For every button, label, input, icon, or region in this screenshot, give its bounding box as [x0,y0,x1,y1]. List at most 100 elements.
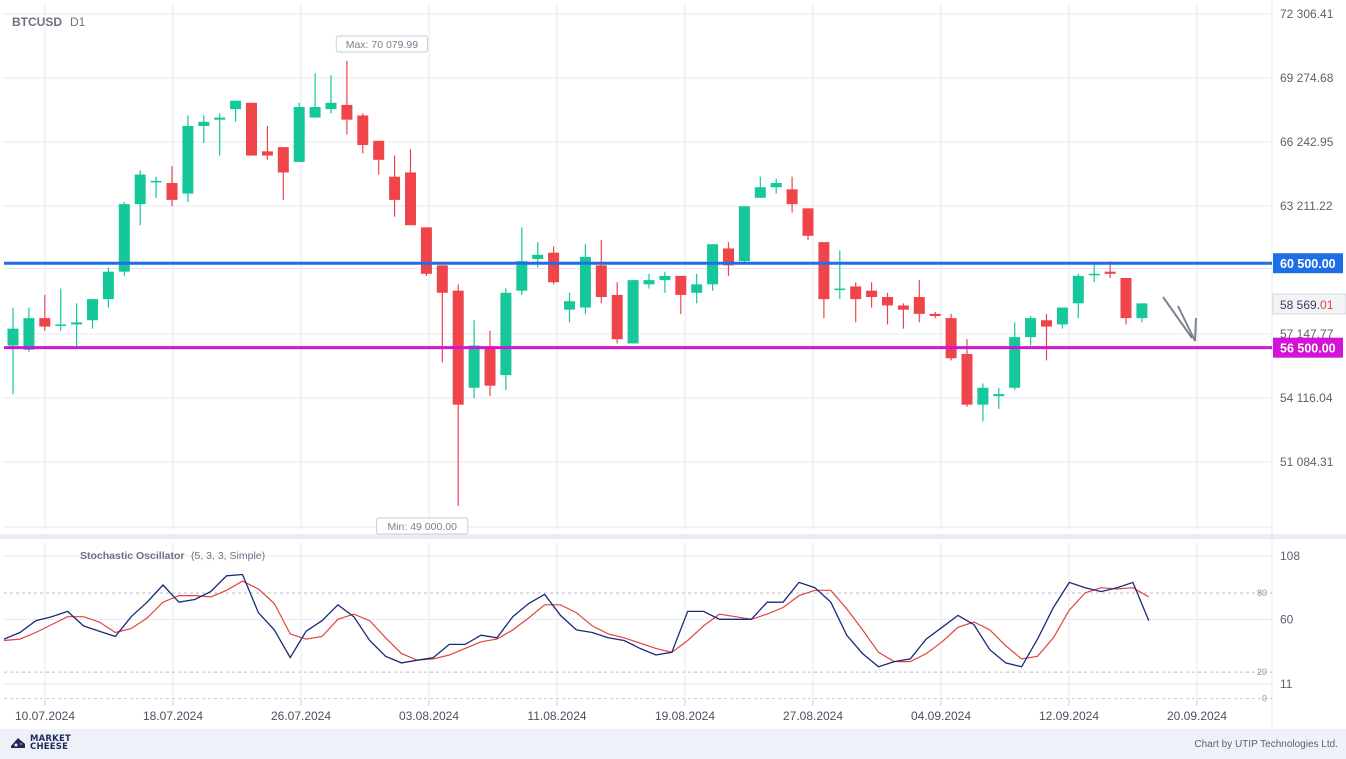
candle[interactable] [754,176,766,198]
candle[interactable] [579,244,591,314]
candle[interactable] [102,267,114,308]
candle[interactable] [850,282,862,323]
chart-canvas[interactable]: BTCUSD D1 Stochastic Oscillator (5, 3, 3… [0,0,1346,730]
resistance-price-tag: 60 500.00 [1273,253,1343,274]
candle[interactable] [118,202,130,276]
candle[interactable] [993,387,1005,409]
candle[interactable] [595,240,607,304]
candle[interactable] [341,60,353,135]
candle[interactable] [309,73,321,118]
candle[interactable] [961,339,973,407]
candle[interactable] [55,288,67,331]
date-tick-label: 27.08.2024 [783,709,843,723]
stochastic-level-label: 80 [1257,588,1267,598]
footer: MARKET CHEESE Chart by UTIP Technologies… [0,729,1346,759]
candle[interactable] [786,176,798,213]
candle[interactable] [293,102,305,162]
date-tick-label: 03.08.2024 [399,709,459,723]
candle[interactable] [738,206,750,264]
svg-text:Max: 70 079.99: Max: 70 079.99 [346,39,419,51]
candle[interactable] [468,320,480,399]
candle[interactable] [214,113,226,156]
candle[interactable] [1009,322,1021,390]
candle[interactable] [389,155,401,217]
candle[interactable] [548,246,560,285]
stochastic-tick-label: 108 [1280,549,1300,563]
candle[interactable] [7,307,19,395]
candle[interactable] [246,102,257,156]
candle[interactable] [1136,303,1148,323]
symbol-label: BTCUSD [12,15,62,29]
candle[interactable] [1088,263,1100,283]
price-tick-label: 54 116.04 [1280,391,1333,405]
candle[interactable] [913,280,925,323]
candle[interactable] [23,307,35,352]
candle[interactable] [834,250,846,300]
candle[interactable] [357,113,369,154]
candle[interactable] [230,100,242,122]
candle[interactable] [707,244,719,291]
candle[interactable] [691,273,703,304]
candle[interactable] [929,311,941,319]
candle[interactable] [134,170,146,226]
candle[interactable] [39,294,51,331]
candle[interactable] [182,115,194,203]
price-tick-label: 66 242.95 [1280,135,1334,149]
candles[interactable] [7,60,1148,506]
candle[interactable] [325,75,337,114]
candle[interactable] [484,330,496,397]
date-tick-label: 18.07.2024 [143,709,203,723]
candle[interactable] [150,176,162,198]
candle[interactable] [1072,273,1084,319]
brand-logo[interactable]: MARKET CHEESE [10,735,71,751]
candle[interactable] [897,303,909,329]
candle[interactable] [627,280,639,344]
candle[interactable] [802,208,814,241]
candle[interactable] [166,166,178,207]
stochastic-k-line[interactable] [3,573,1150,668]
candle[interactable] [659,271,671,293]
stochastic-tick-label: 60 [1280,612,1294,626]
candle[interactable] [882,292,893,325]
candle[interactable] [1120,278,1132,325]
candle[interactable] [516,227,528,295]
candle[interactable] [405,149,416,226]
candle[interactable] [770,178,782,194]
grid [0,0,1346,729]
indicator-name: Stochastic Oscillator [80,550,184,562]
current-price-tag: 58 569.01 [1272,293,1346,315]
stochastic-tick-label: 11 [1280,677,1293,691]
price-tick-label: 57 147.77 [1280,327,1334,341]
candle[interactable] [1025,316,1037,346]
brand-line-1: MARKET [30,734,71,744]
price-tick-label: 69 274.68 [1280,71,1334,85]
price-tick-label: 72 306.41 [1280,7,1334,21]
candle[interactable] [866,282,878,308]
candle[interactable] [611,282,623,344]
candle[interactable] [420,227,432,276]
candle[interactable] [198,115,210,143]
stochastic-d-line[interactable] [3,580,1150,663]
stochastic-panel[interactable] [3,573,1150,668]
annotations: BTCUSD D1 Stochastic Oscillator (5, 3, 3… [4,15,1272,562]
stochastic-level-label: 20 [1257,667,1267,677]
candle[interactable] [675,275,687,314]
candle[interactable] [818,242,830,319]
candle[interactable] [1056,307,1068,329]
candle[interactable] [977,383,989,422]
candle[interactable] [1041,313,1052,361]
candle[interactable] [261,126,273,160]
candle[interactable] [452,284,464,506]
candle[interactable] [87,299,98,329]
candle[interactable] [945,313,957,361]
candle[interactable] [723,242,734,276]
candle[interactable] [564,292,575,323]
svg-text:60 500.00: 60 500.00 [1280,257,1336,271]
date-tick-label: 04.09.2024 [911,709,971,723]
candle[interactable] [277,147,289,200]
candle[interactable] [71,303,83,348]
candle[interactable] [373,140,385,175]
candle[interactable] [500,288,512,390]
max-price-label: Max: 70 079.99 [335,35,428,53]
candle[interactable] [643,273,655,289]
